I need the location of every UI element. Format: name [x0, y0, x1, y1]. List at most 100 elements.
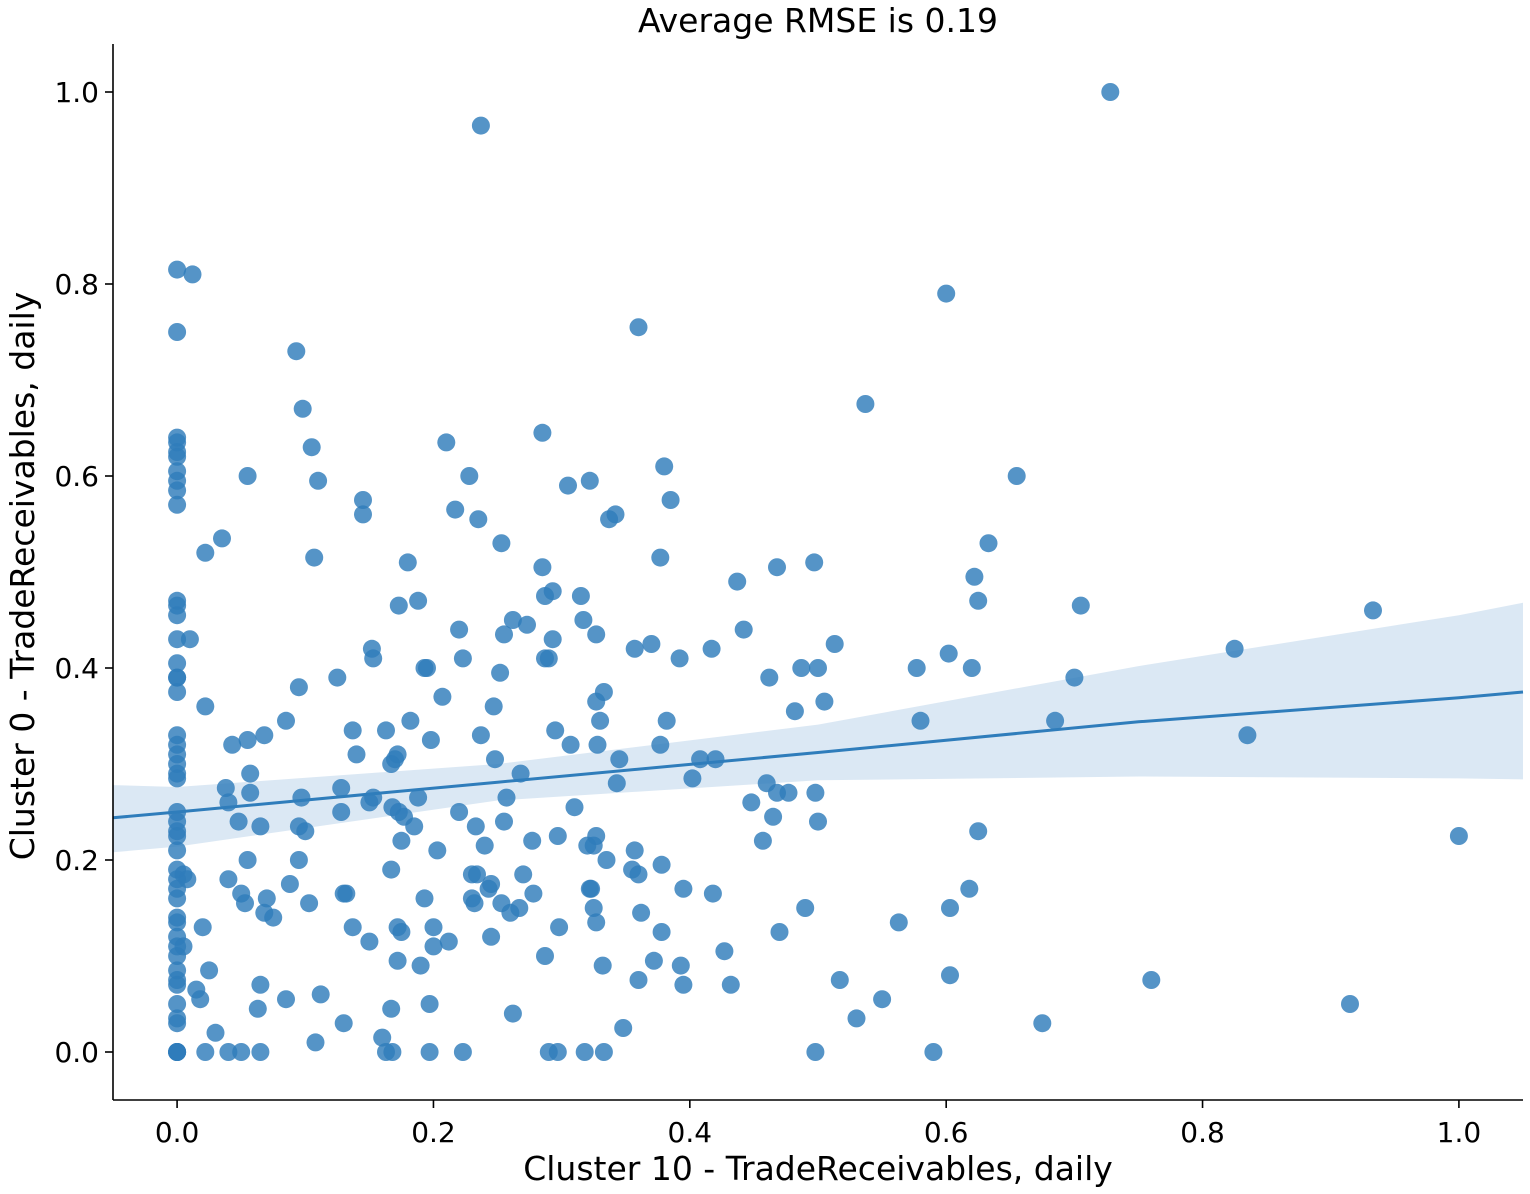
x-tick-label: 0.8 — [1180, 1116, 1225, 1149]
data-point — [571, 587, 590, 605]
data-point — [594, 1043, 613, 1061]
data-point — [518, 615, 536, 634]
data-point — [651, 735, 670, 754]
data-point — [511, 764, 530, 783]
y-tick-label: 0.0 — [54, 1036, 99, 1069]
data-point — [533, 423, 552, 442]
data-point — [965, 567, 984, 586]
data-point — [373, 1028, 392, 1047]
data-point — [815, 692, 834, 711]
y-tick-label: 0.4 — [54, 652, 99, 685]
data-point — [764, 807, 783, 826]
data-point — [468, 865, 486, 884]
data-point — [856, 395, 875, 413]
y-tick-label: 0.8 — [54, 268, 99, 301]
data-point — [796, 899, 815, 917]
data-point — [503, 611, 522, 629]
data-point — [593, 956, 612, 975]
data-point — [715, 942, 734, 961]
data-point — [486, 750, 504, 769]
data-point — [492, 534, 511, 553]
data-point — [334, 1014, 353, 1033]
data-point — [574, 611, 593, 629]
data-point — [277, 711, 295, 730]
x-tick-label: 0.2 — [411, 1116, 456, 1149]
data-point — [450, 620, 469, 639]
data-point — [168, 630, 187, 649]
data-point — [1449, 827, 1468, 845]
data-point — [216, 779, 235, 797]
data-point — [962, 659, 981, 677]
data-point — [405, 817, 424, 836]
data-point — [311, 985, 330, 1004]
data-point — [941, 899, 959, 917]
x-tick-label: 0.4 — [668, 1116, 713, 1149]
data-point — [328, 668, 347, 687]
data-point — [1142, 971, 1161, 989]
data-point — [657, 711, 676, 730]
data-point — [629, 318, 648, 337]
data-point — [168, 683, 187, 701]
data-point — [236, 894, 254, 913]
data-point — [196, 697, 215, 716]
data-point — [257, 889, 276, 908]
data-point — [830, 971, 849, 989]
data-point — [354, 505, 372, 524]
data-point — [382, 999, 401, 1018]
data-point — [533, 558, 552, 577]
data-point — [296, 822, 315, 841]
data-point — [241, 783, 260, 802]
data-point — [347, 745, 366, 764]
data-point — [629, 865, 648, 884]
data-point — [251, 975, 270, 994]
data-point — [587, 913, 606, 932]
data-point — [565, 798, 584, 817]
data-point — [332, 779, 351, 797]
data-point — [607, 774, 626, 793]
x-tick-label: 0.6 — [924, 1116, 969, 1149]
data-point — [524, 884, 543, 903]
data-point — [606, 505, 625, 524]
data-point — [180, 630, 199, 649]
data-point — [401, 711, 420, 730]
data-point — [306, 1033, 325, 1052]
data-point — [546, 721, 565, 740]
data-point — [495, 625, 513, 644]
data-point — [178, 870, 197, 889]
data-point — [703, 884, 722, 903]
confidence-band — [113, 602, 1523, 853]
data-point — [475, 836, 494, 855]
data-point — [632, 903, 651, 922]
y-tick-label: 0.2 — [54, 844, 99, 877]
data-point — [655, 457, 674, 476]
data-point — [388, 745, 407, 764]
data-point — [229, 812, 248, 831]
data-point — [597, 851, 616, 869]
x-axis-title: Cluster 10 - TradeReceivables, daily — [523, 1149, 1113, 1188]
data-point — [388, 951, 407, 970]
data-point — [293, 399, 312, 418]
data-point — [168, 428, 187, 447]
regression-line — [112, 690, 1524, 820]
data-point — [354, 491, 372, 509]
data-point — [702, 639, 721, 658]
x-ticks: 0.0 0.2 0.4 0.6 0.8 1.0 — [155, 1100, 1481, 1149]
data-point — [206, 1023, 225, 1042]
data-point — [287, 342, 306, 361]
data-point — [437, 433, 456, 452]
y-tick-label: 1.0 — [54, 76, 99, 109]
data-point — [753, 831, 772, 850]
data-point — [1033, 1014, 1052, 1033]
data-point — [168, 323, 187, 341]
data-point — [453, 649, 472, 668]
data-point — [1225, 639, 1244, 658]
data-point — [292, 788, 311, 807]
data-point — [264, 908, 283, 927]
data-point — [482, 927, 501, 946]
data-point — [587, 827, 606, 845]
data-point — [559, 476, 577, 495]
data-point — [168, 668, 187, 687]
data-point — [792, 659, 811, 677]
data-point — [460, 467, 479, 485]
data-point — [305, 548, 324, 567]
